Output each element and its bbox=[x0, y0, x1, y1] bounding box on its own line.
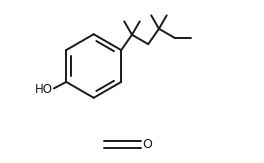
Text: O: O bbox=[143, 138, 153, 151]
Text: HO: HO bbox=[35, 83, 53, 96]
